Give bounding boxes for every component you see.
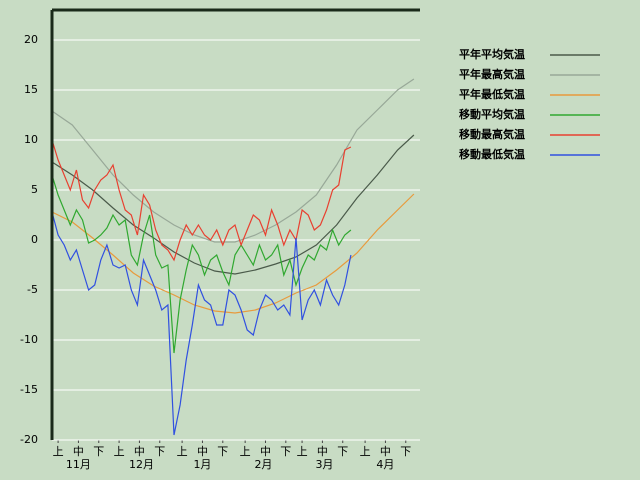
x-tick-label: 中 [197,445,208,458]
legend-label: 平年最高気温 [459,67,525,81]
x-tick-label: 上 [177,445,188,458]
y-tick-label: -10 [20,333,38,346]
y-tick-label: 0 [31,233,38,246]
x-tick-label: 上 [114,445,125,458]
y-tick-label: 20 [24,33,38,46]
series-line [51,78,415,243]
legend-label: 平年最低気温 [459,87,525,101]
series-line [51,193,415,314]
y-tick-label: -20 [20,433,38,446]
x-tick-label: 下 [93,445,104,458]
legend-label: 平年平均気温 [459,47,525,61]
x-tick-label: 下 [280,445,291,458]
x-tick-label: 中 [73,445,84,458]
x-tick-label: 中 [380,445,391,458]
legend-label: 移動最高気温 [459,127,525,141]
x-tick-label: 中 [260,445,271,458]
month-label: 11月 [66,458,91,471]
series-line [51,139,352,262]
series-line [51,134,415,275]
month-label: 2月 [254,458,272,471]
y-tick-label: -15 [20,383,38,396]
legend-label: 移動平均気温 [459,107,525,121]
y-tick-label: 5 [31,183,38,196]
x-tick-label: 下 [337,445,348,458]
month-label: 12月 [129,458,154,471]
x-tick-label: 中 [134,445,145,458]
x-tick-label: 上 [240,445,251,458]
x-tick-label: 下 [217,445,228,458]
x-tick-label: 下 [400,445,411,458]
x-tick-label: 下 [154,445,165,458]
series-line [51,174,352,354]
x-tick-label: 上 [360,445,371,458]
month-label: 1月 [193,458,211,471]
y-tick-label: 15 [24,83,38,96]
x-tick-label: 中 [317,445,328,458]
legend-label: 移動最低気温 [459,147,525,161]
series-line [51,211,352,436]
month-label: 3月 [315,458,333,471]
month-label: 4月 [376,458,394,471]
y-tick-label: -5 [27,283,38,296]
y-tick-label: 10 [24,133,38,146]
x-tick-label: 上 [297,445,308,458]
x-tick-label: 上 [53,445,64,458]
